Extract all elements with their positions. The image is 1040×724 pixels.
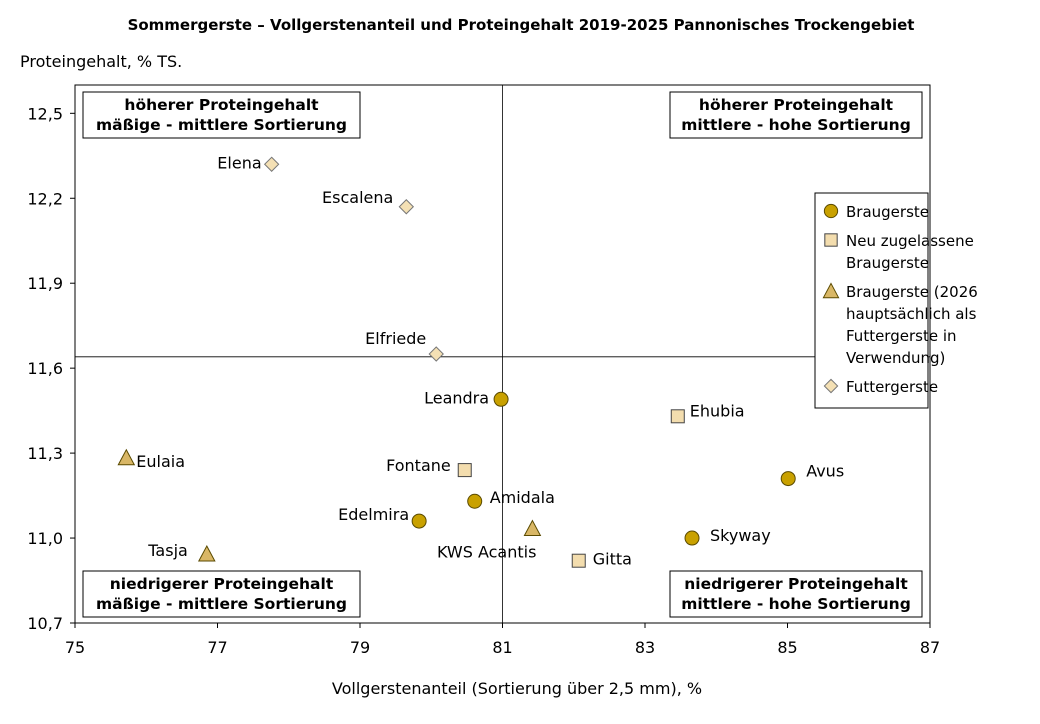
marker-diamond — [428, 346, 444, 362]
legend-entry: Braugerste (2026 hauptsächlich als Futterg… — [822, 282, 978, 367]
data-point-edelmira: Edelmira — [338, 505, 427, 529]
data-point-eulaia: Eulaia — [117, 448, 185, 471]
legend-entry: Neu zugelassene Braugerste — [824, 232, 974, 272]
x-axis-label: Vollgerstenanteil (Sortierung über 2,5 m… — [332, 679, 702, 698]
data-point-avus: Avus — [780, 462, 844, 487]
data-point-leandra: Leandra — [424, 388, 509, 407]
marker-square — [670, 409, 685, 424]
x-tick-label: 77 — [207, 638, 227, 657]
marker-circle — [493, 391, 509, 407]
data-label: KWS Acantis — [437, 543, 536, 562]
svg-text:niedrigerer Proteingehalt: niedrigerer Proteingehalt — [684, 575, 908, 593]
marker-triangle — [197, 544, 216, 562]
legend-label: Futtergerste in — [846, 327, 957, 345]
y-axis-label: Proteingehalt, % TS. — [20, 52, 182, 71]
marker-square — [824, 233, 838, 247]
legend-label: Verwendung) — [846, 349, 945, 367]
y-tick-label: 11,3 — [27, 444, 63, 463]
legend-entry: Braugerste — [823, 203, 929, 221]
chart-title: Sommergerste – Vollgerstenanteil und Pro… — [128, 16, 915, 34]
data-label: Fontane — [386, 456, 451, 475]
marker-circle — [823, 203, 839, 219]
legend: Braugerste Neu zugelassene Braugerste Braug… — [814, 192, 978, 409]
marker-triangle — [117, 448, 136, 466]
quadrant-label-top-left: höherer Proteingehalt mäßige - mittlere S… — [82, 91, 361, 139]
svg-text:mäßige - mittlere Sortierung: mäßige - mittlere Sortierung — [96, 116, 347, 134]
data-label: Leandra — [424, 388, 489, 407]
y-tick-label: 10,7 — [27, 614, 63, 633]
data-label: Ehubia — [690, 401, 745, 420]
y-tick-label: 12,5 — [27, 104, 63, 123]
svg-text:mittlere - hohe Sortierung: mittlere - hohe Sortierung — [681, 595, 911, 613]
legend-label: Braugerste — [846, 254, 929, 272]
data-label: Tasja — [147, 541, 188, 560]
svg-text:höherer Proteingehalt: höherer Proteingehalt — [699, 96, 894, 114]
y-tick-label: 11,0 — [27, 529, 63, 548]
quadrant-label-bottom-right: niedrigerer Proteingehalt mittlere - hohe… — [669, 570, 923, 618]
svg-text:höherer Proteingehalt: höherer Proteingehalt — [124, 96, 319, 114]
marker-triangle — [523, 519, 542, 537]
legend-label: Braugerste (2026 — [846, 283, 978, 301]
data-label: Eulaia — [136, 452, 185, 471]
data-label: Elena — [217, 153, 261, 172]
y-tick-label: 12,2 — [27, 189, 63, 208]
data-label: Elfriede — [365, 329, 426, 348]
data-point-escalena: Escalena — [322, 188, 415, 215]
x-tick-label: 83 — [635, 638, 655, 657]
data-point-amidala: Amidala — [467, 488, 555, 509]
quadrant-label-bottom-left: niedrigerer Proteingehalt mäßige - mittle… — [82, 570, 361, 618]
x-tick-label: 85 — [777, 638, 797, 657]
marker-diamond — [823, 378, 839, 394]
legend-label: hauptsächlich als — [846, 305, 977, 323]
marker-circle — [467, 493, 483, 509]
data-label: Gitta — [593, 550, 632, 569]
data-point-skyway: Skyway — [684, 526, 771, 546]
legend-label: Braugerste — [846, 203, 929, 221]
quadrant-label-top-right: höherer Proteingehalt mittlere - hohe Sor… — [669, 91, 923, 139]
x-tick-label: 79 — [350, 638, 370, 657]
marker-square — [457, 463, 472, 478]
marker-circle — [780, 471, 796, 487]
marker-circle — [411, 513, 427, 529]
svg-text:mittlere - hohe Sortierung: mittlere - hohe Sortierung — [681, 116, 911, 134]
marker-diamond — [263, 156, 280, 172]
data-label: Edelmira — [338, 505, 409, 524]
marker-diamond — [398, 199, 415, 215]
data-point-gitta: Gitta — [571, 550, 632, 569]
data-point-tasja: Tasja — [147, 541, 216, 562]
marker-triangle — [822, 282, 840, 299]
legend-entry: Futtergerste — [823, 378, 938, 396]
svg-text:mäßige - mittlere Sortierung: mäßige - mittlere Sortierung — [96, 595, 347, 613]
data-point-ehubia: Ehubia — [670, 401, 745, 424]
data-label: Skyway — [710, 526, 771, 545]
data-point-kws-acantis: KWS Acantis — [437, 519, 542, 562]
x-tick-label: 75 — [65, 638, 85, 657]
data-point-fontane: Fontane — [386, 456, 472, 478]
data-label: Escalena — [322, 188, 393, 207]
data-point-elfriede: Elfriede — [365, 329, 444, 362]
data-label: Amidala — [490, 488, 555, 507]
data-label: Avus — [806, 462, 844, 481]
x-tick-label: 87 — [920, 638, 940, 657]
legend-label: Neu zugelassene — [846, 232, 974, 250]
marker-square — [571, 553, 586, 568]
svg-text:niedrigerer Proteingehalt: niedrigerer Proteingehalt — [110, 575, 334, 593]
legend-label: Futtergerste — [846, 378, 938, 396]
marker-circle — [684, 530, 700, 546]
data-point-elena: Elena — [217, 153, 280, 172]
y-tick-label: 11,6 — [27, 359, 63, 378]
x-tick-label: 81 — [492, 638, 512, 657]
y-tick-label: 11,9 — [27, 274, 63, 293]
